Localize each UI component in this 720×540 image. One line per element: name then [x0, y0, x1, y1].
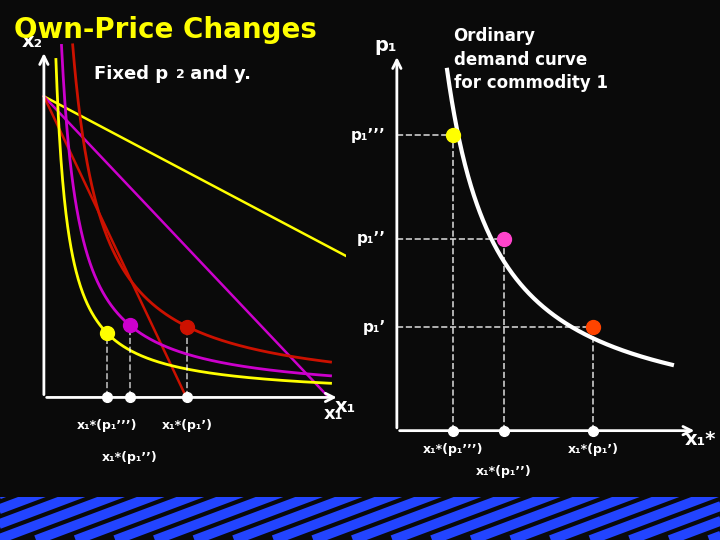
Text: x₁: x₁	[335, 396, 356, 416]
Text: Own-Price Changes: Own-Price Changes	[14, 16, 318, 44]
Text: x₁*(p₁’): x₁*(p₁’)	[162, 420, 212, 433]
Text: x₁: x₁	[324, 404, 343, 423]
Text: x₁*(p₁’’): x₁*(p₁’’)	[476, 465, 531, 478]
Text: x₁*(p₁’’): x₁*(p₁’’)	[102, 451, 158, 464]
Text: p₁’’’: p₁’’’	[351, 128, 386, 143]
Text: 2: 2	[176, 68, 185, 80]
Text: x₁*(p₁’): x₁*(p₁’)	[568, 443, 618, 456]
Text: p₁: p₁	[374, 36, 397, 55]
Text: x₁*(p₁’’’): x₁*(p₁’’’)	[423, 443, 483, 456]
Text: and y.: and y.	[184, 65, 251, 83]
Text: x₁*(p₁’’’): x₁*(p₁’’’)	[77, 420, 138, 433]
Text: x₂: x₂	[22, 32, 42, 51]
Text: Ordinary
demand curve
for commodity 1: Ordinary demand curve for commodity 1	[454, 27, 608, 92]
Text: p₁’’: p₁’’	[356, 231, 386, 246]
Text: Fixed p: Fixed p	[94, 65, 168, 83]
Text: x₁*: x₁*	[684, 430, 716, 449]
Text: p₁’: p₁’	[362, 320, 386, 335]
